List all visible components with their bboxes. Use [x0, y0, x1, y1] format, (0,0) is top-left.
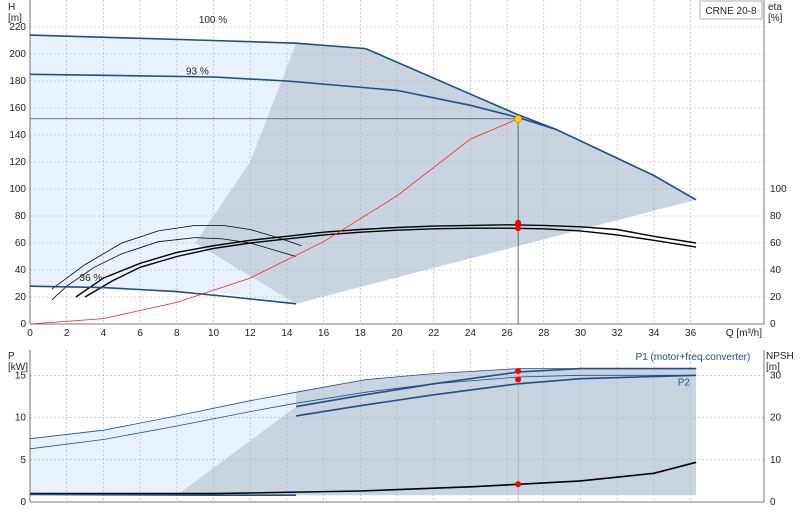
head-curve: [29, 285, 297, 305]
x-tick-label: 24: [465, 328, 477, 339]
head-curve: [29, 73, 557, 131]
power-curve: [29, 368, 697, 440]
y-tick-label-left: 140: [9, 130, 26, 141]
x-tick-label: 0: [27, 328, 33, 339]
y-tick-label-right: 100: [770, 184, 787, 195]
x-tick-label: 4: [101, 328, 107, 339]
model-label-box: CRNE 20-8: [699, 0, 763, 20]
y-tick-label-left: 10: [15, 413, 27, 424]
y-tick-label-left: 120: [9, 157, 26, 168]
operating-point: [514, 115, 522, 123]
y-tick-label-left: 20: [15, 292, 27, 303]
y-tick-label-left: 200: [9, 49, 26, 60]
x-tick-label: 36: [685, 328, 697, 339]
y-tick-label-left: 60: [15, 238, 27, 249]
series-label: P1 (motor+freq.converter): [636, 352, 751, 363]
y-tick-label-right: 80: [770, 211, 782, 222]
y-axis-label-right: eta: [768, 2, 782, 13]
efficiency-curve: [75, 224, 697, 298]
y-tick-label-left: 0: [20, 319, 26, 330]
y-axis-label-left: H: [8, 2, 15, 13]
system-curve: [29, 118, 519, 325]
x-tick-label: 22: [428, 328, 440, 339]
y-tick-label-left: 220: [9, 22, 26, 33]
y-tick-label-right: 30: [770, 370, 782, 381]
y-axis-label-right: NPSH: [766, 351, 794, 362]
y-tick-label-left: 0: [20, 497, 26, 508]
model-label: CRNE 20-8: [705, 6, 757, 17]
y-tick-label-right: 60: [770, 238, 782, 249]
y-axis-label-left: [m]: [8, 13, 22, 24]
x-tick-label: 14: [281, 328, 293, 339]
y-tick-label-left: 160: [9, 103, 26, 114]
y-axis-label-right: [%]: [768, 13, 783, 24]
series-label: P2: [678, 377, 691, 388]
x-tick-label: 28: [538, 328, 550, 339]
y-tick-label-left: 15: [15, 370, 27, 381]
x-tick-label: 20: [391, 328, 403, 339]
y-tick-label-left: 80: [15, 211, 27, 222]
speed-label: 100 %: [199, 15, 227, 26]
x-tick-label: 8: [174, 328, 180, 339]
y-tick-label-right: 40: [770, 265, 782, 276]
power-npsh-panel: 0 5 10 15 0 10 20 30 P[kW] NPSH[m] P1 (motor+freq.…: [8, 350, 794, 508]
y-tick-label-right: 0: [770, 319, 776, 330]
x-tick-label: 32: [612, 328, 624, 339]
y-tick-label-right: 0: [770, 497, 776, 508]
x-tick-label: 16: [318, 328, 330, 339]
x-tick-label: 2: [64, 328, 70, 339]
y-tick-label-right: 20: [770, 413, 782, 424]
efficiency-curve: [51, 225, 302, 290]
y-tick-label-left: 5: [20, 455, 26, 466]
efficiency-curve: [84, 227, 697, 298]
speed-label: 93 %: [186, 66, 209, 77]
y-axis-label-left: P: [8, 351, 15, 362]
power-curve: [29, 493, 297, 496]
x-tick-label: 26: [502, 328, 514, 339]
y-axis-label-left: [kW]: [8, 362, 28, 373]
y-tick-label-left: 40: [15, 265, 27, 276]
power-point: [515, 481, 522, 488]
efficiency-curve: [51, 237, 297, 300]
x-tick-label: 18: [355, 328, 367, 339]
x-tick-label: 30: [575, 328, 587, 339]
head-curve: [29, 34, 697, 201]
power-curve: [29, 374, 697, 450]
x-tick-label: 12: [245, 328, 257, 339]
y-tick-label-left: 100: [9, 184, 26, 195]
power-curve: [295, 374, 697, 417]
y-tick-label-left: 180: [9, 76, 26, 87]
efficiency-point: [515, 219, 522, 226]
efficiency-point: [515, 225, 522, 232]
operating-area-gray: [195, 43, 697, 304]
x-axis-label: Q [m³/h]: [726, 328, 762, 339]
y-axis-label-right: [m]: [766, 362, 780, 373]
y-tick-label-right: 10: [770, 455, 782, 466]
x-tick-label: 6: [137, 328, 143, 339]
power-point: [515, 368, 522, 375]
x-tick-label: 10: [208, 328, 220, 339]
x-tick-label: 34: [648, 328, 660, 339]
npsh-curve: [30, 461, 697, 495]
power-point: [515, 376, 522, 383]
power-curve: [295, 367, 697, 408]
head-efficiency-panel: 0 2 4 6 8 10 12 14 16 18 20 22 24 26 28 30 32 34 360204060…: [8, 0, 787, 339]
y-tick-label-right: 20: [770, 292, 782, 303]
speed-label: 36 %: [80, 273, 103, 284]
power-area-gray: [176, 368, 697, 496]
